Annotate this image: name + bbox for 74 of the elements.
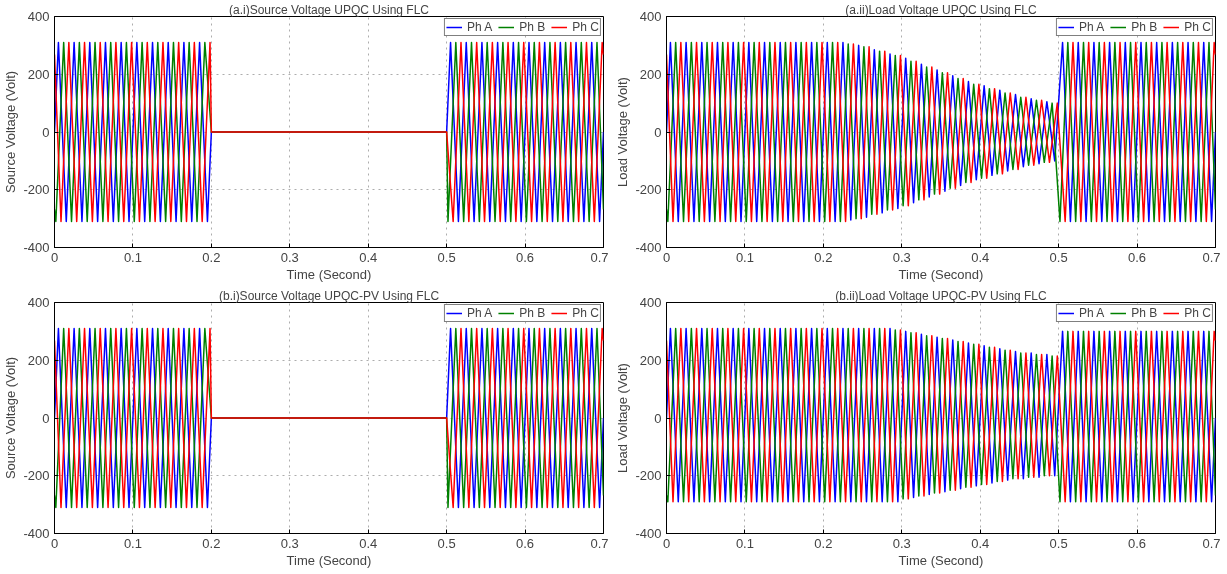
- x-tick-label: 0.2: [202, 535, 221, 551]
- y-tick-label: 400: [639, 9, 662, 24]
- legend-label: Ph C: [1184, 306, 1211, 320]
- x-tick-label: 0.3: [892, 249, 911, 265]
- x-axis-title: Time (Second): [286, 266, 372, 282]
- legend-label: Ph B: [519, 306, 546, 320]
- x-tick-label: 0.3: [280, 535, 299, 551]
- x-tick-label: 0.2: [814, 535, 833, 551]
- x-axis-title: Time (Second): [898, 552, 984, 568]
- x-tick-label: 0.3: [892, 535, 911, 551]
- x-tick-label: 0.5: [437, 535, 456, 551]
- legend-label: Ph C: [572, 20, 599, 34]
- x-tick-label: 0.5: [1049, 535, 1068, 551]
- legend-label: Ph A: [1078, 20, 1105, 34]
- y-tick-label: 200: [27, 66, 50, 82]
- x-tick-label: 0.2: [202, 249, 221, 265]
- x-tick-label: 0.4: [359, 249, 378, 265]
- y-tick-label: -200: [635, 182, 662, 198]
- y-tick-label: 400: [27, 9, 50, 24]
- y-axis-title: Source Voltage (Volt): [3, 70, 19, 194]
- x-tick-label: 0.4: [971, 249, 990, 265]
- chart-title: (b.i)Source Voltage UPQC-PV Using FLC: [218, 288, 440, 303]
- line-series: [666, 327, 1216, 503]
- y-tick-label: 400: [27, 295, 50, 310]
- y-tick-label: -200: [635, 468, 662, 484]
- y-tick-label: -200: [23, 182, 50, 198]
- legend-label: Ph B: [1131, 306, 1158, 320]
- x-axis-title: Time (Second): [898, 266, 984, 282]
- y-tick-label: 0: [654, 124, 662, 140]
- y-axis-title: Load Voltage (Volt): [615, 363, 631, 473]
- y-tick-label: 0: [42, 410, 50, 426]
- y-axis-title: Source Voltage (Volt): [3, 356, 19, 480]
- y-tick-label: 400: [639, 295, 662, 310]
- legend-label: Ph A: [1078, 306, 1105, 320]
- chart-title: (a.i)Source Voltage UPQC Using FLC: [228, 2, 430, 17]
- x-axis-title: Time (Second): [286, 552, 372, 568]
- x-tick-label: 0.7: [1202, 249, 1221, 265]
- y-tick-label: 0: [654, 410, 662, 426]
- x-tick-label: 0.1: [735, 535, 754, 551]
- x-tick-label: 0.4: [359, 535, 378, 551]
- x-tick-label: 0.5: [1049, 249, 1068, 265]
- x-tick-label: 0.6: [1128, 535, 1147, 551]
- x-tick-label: 0.1: [735, 249, 754, 265]
- y-tick-label: -400: [23, 526, 50, 541]
- x-tick-label: 0.5: [437, 249, 456, 265]
- y-tick-label: -400: [635, 526, 662, 541]
- y-tick-label: -400: [23, 240, 50, 255]
- y-tick-label: -400: [635, 240, 662, 255]
- x-tick-label: 0.1: [123, 249, 142, 265]
- x-tick-label: 0.6: [516, 535, 535, 551]
- x-tick-label: 0.4: [971, 535, 990, 551]
- chart-title: (b.ii)Load Voltage UPQC-PV Using FLC: [835, 288, 1048, 303]
- y-tick-label: 0: [42, 124, 50, 140]
- x-tick-label: 0.6: [516, 249, 535, 265]
- y-tick-label: -200: [23, 468, 50, 484]
- x-tick-label: 0.1: [123, 535, 142, 551]
- chart-title: (a.ii)Load Voltage UPQC Using FLC: [845, 2, 1038, 17]
- legend-label: Ph C: [572, 306, 599, 320]
- x-tick-label: 0.7: [590, 535, 609, 551]
- y-tick-label: 200: [27, 352, 50, 368]
- legend-label: Ph C: [1184, 20, 1211, 34]
- legend-label: Ph A: [466, 20, 493, 34]
- x-tick-label: 0.6: [1128, 249, 1147, 265]
- x-tick-label: 0.2: [814, 249, 833, 265]
- legend-label: Ph A: [466, 306, 493, 320]
- legend-label: Ph B: [519, 20, 546, 34]
- y-axis-title: Load Voltage (Volt): [615, 77, 631, 187]
- x-tick-label: 0.7: [590, 249, 609, 265]
- x-tick-label: 0.7: [1202, 535, 1221, 551]
- line-series: [666, 41, 1216, 223]
- y-tick-label: 200: [639, 66, 662, 82]
- legend-label: Ph B: [1131, 20, 1158, 34]
- x-tick-label: 0.3: [280, 249, 299, 265]
- y-tick-label: 200: [639, 352, 662, 368]
